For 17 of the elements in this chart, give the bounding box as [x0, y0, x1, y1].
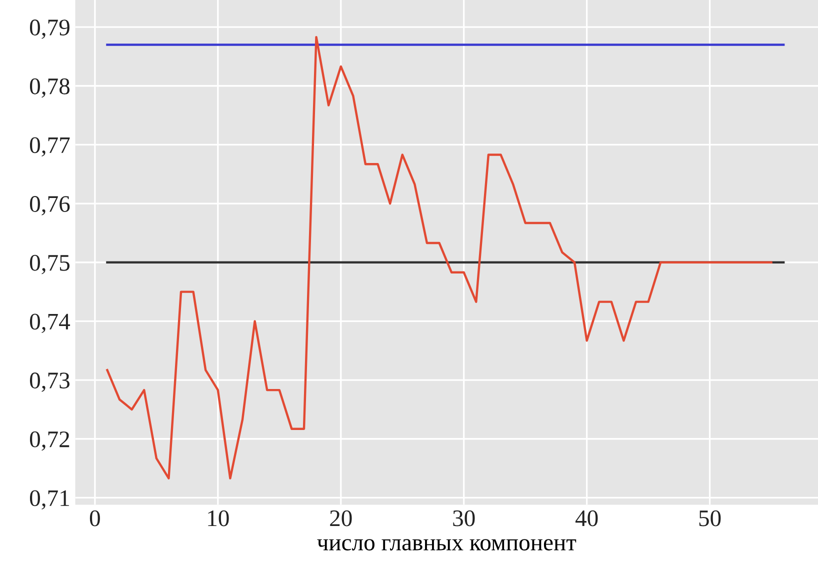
y-tick-label: 0,76	[30, 196, 70, 216]
x-tick-label: 30	[453, 510, 475, 526]
x-axis-title: число главных компонент	[317, 539, 576, 550]
x-tick-label: 20	[330, 510, 352, 526]
x-tick-label: 0	[90, 510, 100, 526]
y-tick-label: 0,79	[30, 20, 70, 39]
x-tick-label: 40	[575, 510, 598, 526]
y-tick-label: 0,72	[30, 431, 70, 451]
x-tick-label: 50	[699, 510, 721, 526]
y-tick-label: 0,77	[30, 137, 70, 157]
y-tick-label: 0,78	[30, 78, 70, 98]
x-tick-label: 10	[208, 510, 229, 526]
y-tick-label: 0,75	[30, 254, 70, 274]
y-tick-label: 0,71	[30, 490, 69, 510]
line-series	[106, 36, 772, 480]
y-tick-label: 0,73	[30, 372, 70, 392]
y-tick-label: 0,74	[30, 314, 70, 334]
